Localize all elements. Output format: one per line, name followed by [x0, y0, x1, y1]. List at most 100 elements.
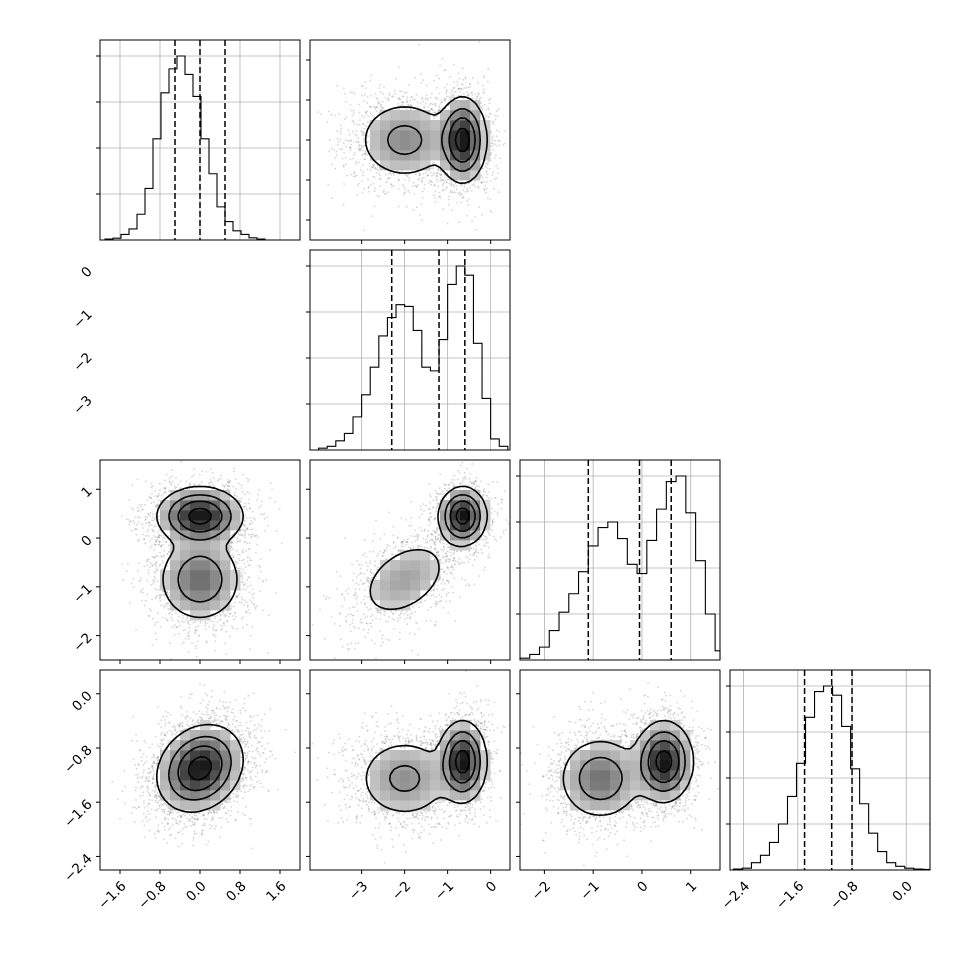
density-cell: [210, 520, 221, 531]
scatter-point: [452, 568, 455, 571]
scatter-point: [480, 181, 482, 184]
scatter-point: [375, 657, 377, 660]
scatter-point: [429, 714, 432, 717]
scatter-point: [443, 571, 445, 574]
scatter-point: [379, 185, 381, 187]
scatter-point: [191, 642, 194, 645]
scatter-point: [435, 97, 438, 100]
scatter-point: [333, 657, 336, 660]
scatter-point: [248, 817, 251, 820]
scatter-point: [458, 713, 460, 716]
density-cell: [420, 570, 431, 581]
scatter-point: [469, 558, 471, 560]
scatter-point: [250, 536, 253, 539]
scatter-point: [128, 523, 131, 526]
scatter-point: [447, 581, 450, 584]
scatter-point: [491, 723, 494, 726]
scatter-point: [458, 562, 460, 565]
scatter-point: [130, 529, 133, 532]
scatter-point: [231, 708, 234, 711]
scatter-point: [249, 523, 251, 526]
density-cell: [190, 800, 201, 811]
scatter-point: [487, 80, 489, 83]
scatter-point: [410, 104, 412, 107]
scatter-point: [495, 820, 497, 822]
contour-line: [454, 127, 470, 153]
scatter-point: [235, 563, 237, 566]
scatter-point: [430, 816, 433, 819]
scatter-point: [333, 622, 336, 625]
scatter-point: [233, 730, 236, 733]
scatter-point: [463, 691, 466, 694]
scatter-point: [432, 809, 435, 812]
scatter-point: [223, 800, 226, 803]
scatter-point: [219, 612, 221, 615]
scatter-point: [211, 620, 214, 623]
scatter-point: [170, 613, 173, 616]
scatter-point: [152, 761, 155, 763]
scatter-point: [490, 757, 492, 759]
density-cell: [410, 560, 421, 571]
scatter-point: [355, 817, 358, 819]
scatter-point: [401, 728, 404, 731]
scatter-point: [445, 827, 448, 830]
scatter-point: [188, 813, 191, 816]
scatter-point: [433, 172, 436, 174]
scatter-point: [333, 739, 335, 742]
scatter-point: [436, 180, 439, 183]
scatter-point: [223, 485, 226, 488]
scatter-point: [211, 721, 214, 723]
scatter-point: [201, 718, 204, 720]
scatter-point: [201, 712, 203, 715]
scatter-point: [397, 549, 400, 552]
scatter-point: [433, 541, 436, 544]
density-cell: [410, 770, 421, 781]
density-cell: [210, 550, 221, 561]
scatter-point: [365, 787, 368, 790]
density-cell: [210, 770, 221, 781]
density-cell: [220, 590, 231, 601]
scatter-point: [369, 560, 371, 562]
scatter-point: [355, 598, 358, 600]
scatter-point: [466, 816, 468, 818]
scatter-point: [249, 599, 252, 601]
scatter-point: [154, 505, 157, 508]
scatter-point: [357, 773, 360, 775]
scatter-point: [221, 803, 224, 806]
scatter-point: [453, 485, 455, 487]
scatter-point: [182, 813, 185, 816]
scatter-point: [463, 471, 466, 474]
scatter-point: [158, 830, 161, 833]
scatter-point: [461, 196, 464, 199]
scatter-point: [405, 740, 407, 743]
scatter-point: [416, 538, 419, 541]
scatter-point: [409, 616, 412, 619]
scatter-point: [206, 694, 209, 697]
scatter-point: [451, 717, 454, 720]
scatter-point: [188, 487, 191, 490]
scatter-point: [447, 546, 449, 549]
density-cell: [390, 750, 401, 761]
scatter-point: [442, 179, 444, 182]
scatter-point: [402, 95, 404, 97]
scatter-point: [243, 584, 245, 587]
scatter-point: [453, 484, 455, 486]
scatter-point: [417, 817, 419, 820]
scatter-point: [439, 107, 441, 109]
scatter-point: [242, 741, 245, 744]
density-cell: [450, 780, 461, 791]
scatter-point: [394, 545, 397, 548]
scatter-point: [592, 812, 594, 814]
scatter-point: [454, 718, 456, 721]
scatter-point: [558, 733, 560, 736]
scatter-point: [186, 616, 189, 619]
scatter-point: [432, 809, 435, 812]
scatter-point: [489, 179, 492, 182]
density-cell: [430, 570, 441, 581]
scatter-point: [490, 497, 493, 500]
scatter-point: [137, 539, 139, 542]
scatter-point: [398, 97, 400, 99]
scatter-point: [145, 760, 148, 763]
scatter-point: [418, 835, 421, 838]
scatter-point: [432, 589, 435, 592]
